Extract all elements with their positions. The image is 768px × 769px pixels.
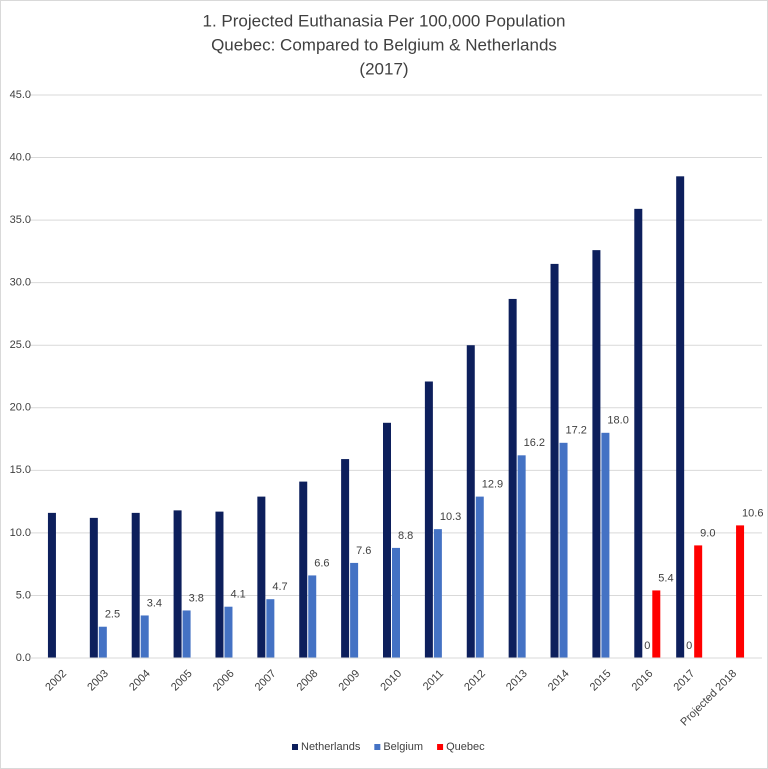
data-label: 10.3 <box>440 511 461 523</box>
data-label: 12.9 <box>482 479 503 491</box>
y-tick-label: 10.0 <box>10 527 31 539</box>
bar <box>89 517 98 658</box>
legend-label: Netherlands <box>301 741 361 753</box>
y-tick-label: 25.0 <box>10 339 31 351</box>
bar <box>676 176 685 659</box>
bar <box>694 545 703 658</box>
data-label: 17.2 <box>566 425 587 437</box>
bar <box>224 606 233 658</box>
chart-title: 1. Projected Euthanasia Per 100,000 Popu… <box>203 11 566 30</box>
data-label: 3.4 <box>147 597 162 609</box>
legend-swatch <box>374 744 381 750</box>
bar <box>559 442 568 658</box>
data-label: 0 <box>686 640 692 652</box>
bar <box>308 575 317 658</box>
data-label: 0 <box>644 640 650 652</box>
bar <box>433 529 442 658</box>
bar <box>350 562 359 658</box>
bar <box>392 547 400 658</box>
bar <box>424 381 433 658</box>
bar <box>466 345 475 658</box>
bar <box>475 496 484 658</box>
y-tick-label: 40.0 <box>10 151 31 163</box>
chart-title: (2017) <box>359 59 408 78</box>
data-label: 10.6 <box>742 507 763 519</box>
data-label: 9.0 <box>700 527 715 539</box>
bar <box>257 496 266 658</box>
bar <box>266 599 275 658</box>
bar <box>383 422 391 658</box>
bar <box>652 590 661 658</box>
data-label: 4.1 <box>230 589 245 601</box>
chart-title: Quebec: Compared to Belgium & Netherland… <box>211 35 557 54</box>
y-tick-label: 35.0 <box>10 214 31 226</box>
bar <box>517 455 526 658</box>
bar <box>173 510 182 658</box>
bar <box>601 432 610 658</box>
data-label: 8.8 <box>398 530 413 542</box>
bar <box>182 610 191 658</box>
bar <box>634 208 643 658</box>
y-tick-label: 20.0 <box>10 402 31 414</box>
bar <box>550 263 559 658</box>
data-label: 6.6 <box>314 557 329 569</box>
bar <box>341 459 350 658</box>
bar <box>592 250 601 659</box>
data-label: 2.5 <box>105 609 120 621</box>
y-tick-label: 0.0 <box>16 652 31 664</box>
data-label: 18.0 <box>607 415 628 427</box>
legend-swatch <box>437 744 444 750</box>
bar <box>47 512 56 658</box>
y-tick-label: 45.0 <box>10 89 31 101</box>
legend-label: Quebec <box>446 741 485 753</box>
y-tick-label: 15.0 <box>10 464 31 476</box>
legend-label: Belgium <box>383 741 423 753</box>
legend-swatch <box>292 744 298 750</box>
data-label: 7.6 <box>356 545 371 557</box>
y-tick-label: 30.0 <box>10 277 31 289</box>
bar <box>98 626 107 658</box>
y-tick-label: 5.0 <box>16 589 31 601</box>
data-label: 3.8 <box>189 592 204 604</box>
bar <box>299 481 308 658</box>
data-label: 5.4 <box>658 572 673 584</box>
bar <box>508 298 517 658</box>
bar <box>140 615 149 658</box>
data-label: 4.7 <box>272 581 287 593</box>
bar <box>736 525 745 658</box>
bar <box>131 512 140 658</box>
data-label: 16.2 <box>524 437 545 449</box>
bar <box>215 511 224 658</box>
